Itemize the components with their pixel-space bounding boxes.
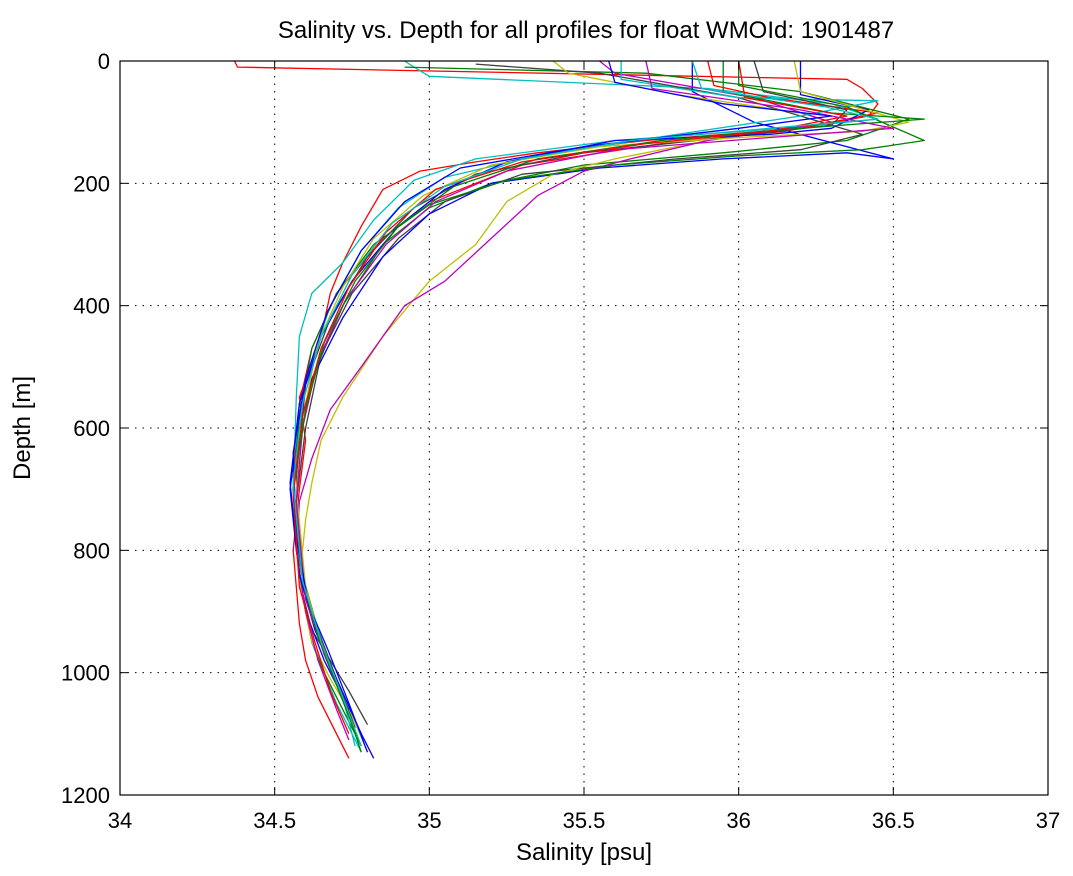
profile-line-3 (292, 66, 910, 747)
profile-line-18 (292, 60, 879, 747)
profile-line-1 (233, 60, 879, 759)
profile-lines (233, 60, 925, 759)
y-tick-label: 400 (73, 294, 110, 319)
x-axis-title: Salinity [psu] (516, 839, 652, 866)
y-tick-label: 1000 (61, 661, 110, 686)
profile-line-4 (295, 63, 864, 726)
x-tick-label: 36 (726, 808, 750, 833)
profile-line-7 (295, 60, 833, 741)
profile-line-6 (298, 60, 833, 753)
y-tick-label: 1200 (61, 783, 110, 808)
profile-line-14 (295, 60, 894, 716)
grid-lines (120, 61, 1048, 795)
axis-ticks: 34 34.5 35 35.5 36 36.5 37 0 200 400 600 800 1000 120… (61, 49, 1060, 833)
x-tick-label: 35 (417, 808, 441, 833)
profile-line-12 (289, 61, 870, 735)
chart-title: Salinity vs. Depth for all profiles for … (278, 17, 894, 44)
profile-line-8 (292, 60, 879, 728)
profile-line-15 (292, 60, 833, 753)
x-tick-label: 34 (108, 808, 132, 833)
x-tick-label: 37 (1036, 808, 1060, 833)
y-tick-label: 200 (73, 171, 110, 196)
y-axis-title: Depth [m] (9, 376, 36, 480)
x-tick-label: 35.5 (563, 808, 606, 833)
profile-line-5 (289, 61, 894, 759)
y-tick-label: 800 (73, 538, 110, 563)
profile-line-13 (295, 60, 910, 698)
x-tick-label: 34.5 (253, 808, 296, 833)
y-tick-label: 0 (98, 49, 110, 74)
profile-line-9 (292, 61, 879, 747)
x-tick-label: 36.5 (872, 808, 915, 833)
profile-line-11 (295, 60, 848, 728)
y-tick-label: 600 (73, 416, 110, 441)
profile-line-17 (292, 60, 848, 735)
